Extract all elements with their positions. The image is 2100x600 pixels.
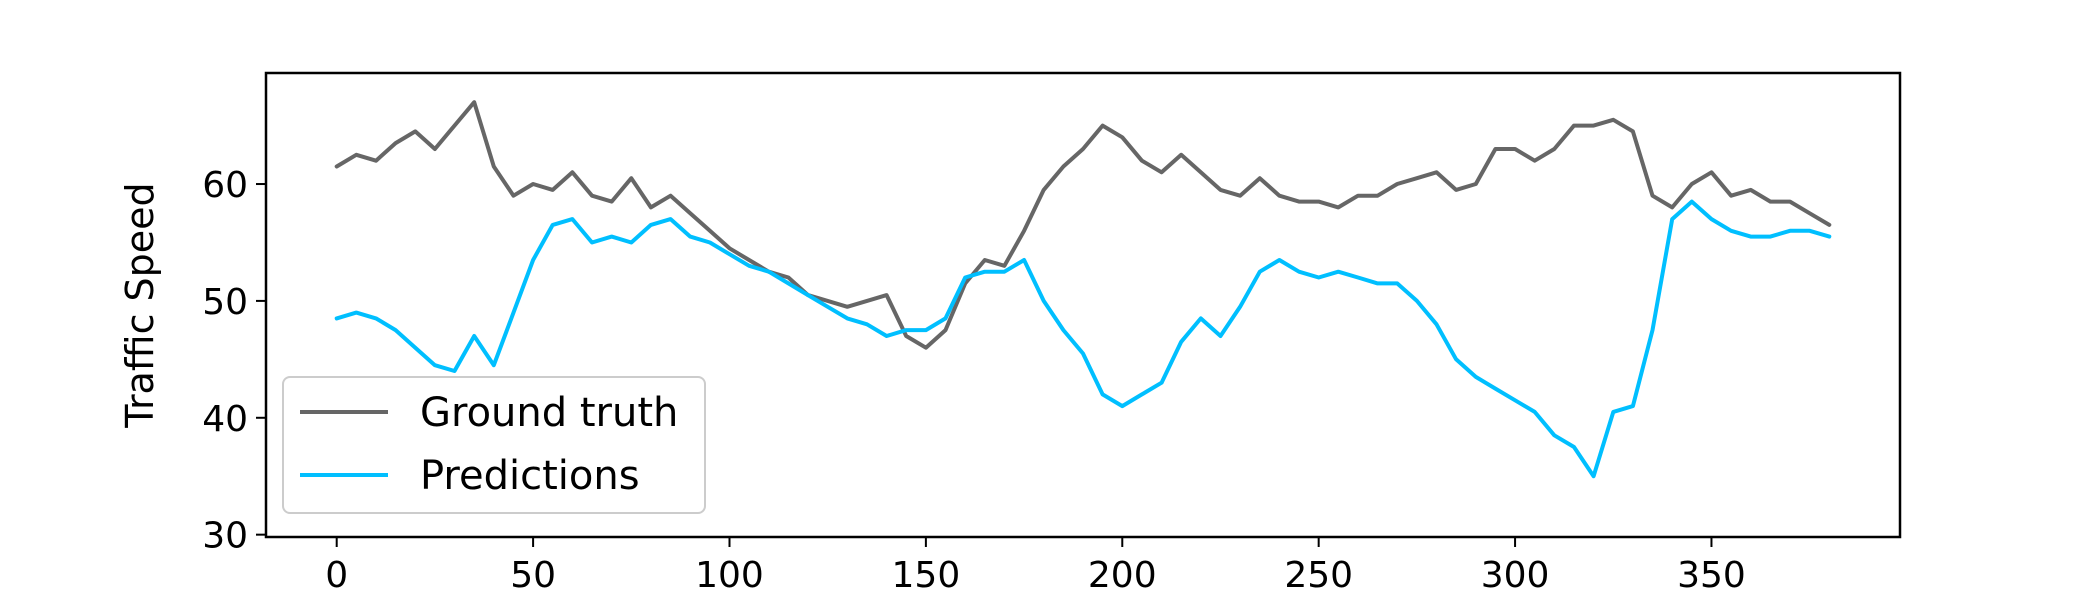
x-tick-label: 300 <box>1481 555 1550 596</box>
x-tick-label: 0 <box>325 555 348 596</box>
series-line-predictions <box>334 199 1832 479</box>
x-tick-label: 150 <box>892 555 961 596</box>
y-tick-label: 50 <box>202 282 248 323</box>
y-tick-label: 30 <box>202 516 248 557</box>
y-axis-label: Traffic Speed <box>118 182 162 428</box>
x-tick-label: 200 <box>1088 555 1157 596</box>
plot-area-frame <box>264 71 1902 539</box>
x-tick-label: 250 <box>1284 555 1353 596</box>
x-tick-label: 50 <box>510 555 556 596</box>
series-layer <box>334 100 1832 479</box>
legend: Ground truth Predictions <box>282 376 706 514</box>
y-tick-label: 60 <box>202 165 248 206</box>
y-tick-label: 40 <box>202 399 248 440</box>
legend-label-predictions: Predictions <box>420 453 640 499</box>
series-line-ground-truth <box>334 100 1832 350</box>
legend-label-ground-truth: Ground truth <box>420 390 678 436</box>
x-tick-label: 350 <box>1677 555 1746 596</box>
legend-box <box>282 376 706 514</box>
x-axis-ticks: 0 50 100 150 200 250 300 350 <box>325 537 1746 596</box>
y-axis-ticks: 30 40 50 60 <box>202 165 266 557</box>
x-tick-label: 100 <box>695 555 764 596</box>
